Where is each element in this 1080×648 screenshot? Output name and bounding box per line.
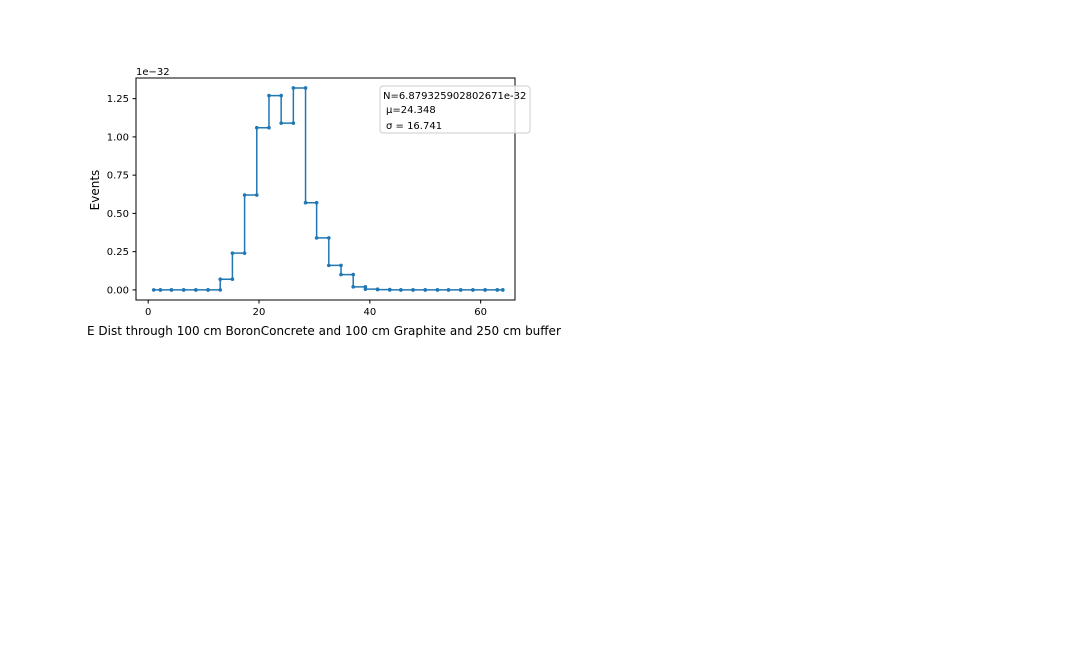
data-point — [169, 288, 174, 292]
data-point — [254, 193, 259, 197]
data-point — [242, 193, 247, 197]
data-point — [314, 236, 319, 240]
data-point — [339, 272, 343, 277]
data-point — [458, 288, 463, 292]
data-point — [399, 288, 403, 292]
data-point — [446, 288, 451, 292]
data-point — [206, 288, 210, 292]
data-point — [194, 288, 198, 292]
data-point — [230, 251, 235, 255]
data-point — [351, 285, 356, 289]
data-point — [218, 288, 223, 292]
stats-n: N=6.879325902802671e-32 — [383, 91, 526, 102]
x-tick-label: 60 — [474, 307, 487, 318]
data-point — [254, 125, 259, 130]
y-tick-label: 0.25 — [107, 247, 129, 258]
data-point — [375, 287, 380, 291]
data-point — [435, 288, 440, 292]
data-point — [351, 272, 356, 277]
axes-frame — [135, 77, 516, 301]
series-layer — [151, 86, 505, 292]
data-point — [151, 288, 156, 292]
stats-sigma: σ = 16.741 — [386, 121, 442, 132]
data-point — [267, 93, 271, 98]
data-point — [267, 125, 271, 130]
data-point — [387, 287, 392, 292]
data-point — [158, 288, 163, 292]
data-point — [327, 263, 331, 268]
data-point — [314, 200, 319, 205]
data-point — [327, 236, 331, 240]
y-tick-label: 0.75 — [107, 171, 129, 182]
data-point — [483, 288, 487, 292]
data-point — [471, 288, 475, 292]
x-tick-label: 0 — [145, 307, 151, 318]
data-point — [181, 288, 186, 292]
data-point — [291, 86, 296, 90]
y-tick-label: 0.00 — [107, 285, 129, 296]
data-point — [501, 288, 505, 292]
data-point — [303, 86, 308, 90]
data-point — [423, 288, 428, 292]
stats-box: N=6.879325902802671e-32 μ=24.348 σ = 16.… — [379, 85, 531, 134]
x-tick-label: 20 — [253, 307, 266, 318]
stats-box-frame — [379, 85, 531, 134]
data-point — [303, 200, 308, 205]
data-point — [495, 288, 500, 292]
data-point — [279, 121, 283, 125]
data-point — [230, 277, 235, 281]
data-point — [218, 277, 223, 281]
stats-mu: μ=24.348 — [386, 105, 436, 116]
ticks-layer: 0 20 40 60 0.00 0.25 0.50 0.75 1.00 1.25 — [107, 94, 487, 318]
y-tick-label: 1.25 — [107, 94, 129, 105]
data-point — [411, 288, 415, 292]
data-point — [363, 285, 368, 289]
data-point — [279, 93, 283, 98]
data-point — [291, 121, 296, 125]
y-tick-label: 0.50 — [107, 209, 129, 220]
series-line — [153, 87, 503, 291]
data-point — [339, 263, 343, 268]
data-point — [242, 251, 247, 255]
x-axis-label: E Dist through 100 cm BoronConcrete and … — [87, 324, 561, 338]
y-tick-label: 1.00 — [107, 132, 129, 143]
y-axis-label: Events — [88, 170, 102, 211]
y-scale-offset-label: 1e−32 — [136, 67, 170, 78]
x-tick-label: 40 — [363, 307, 376, 318]
